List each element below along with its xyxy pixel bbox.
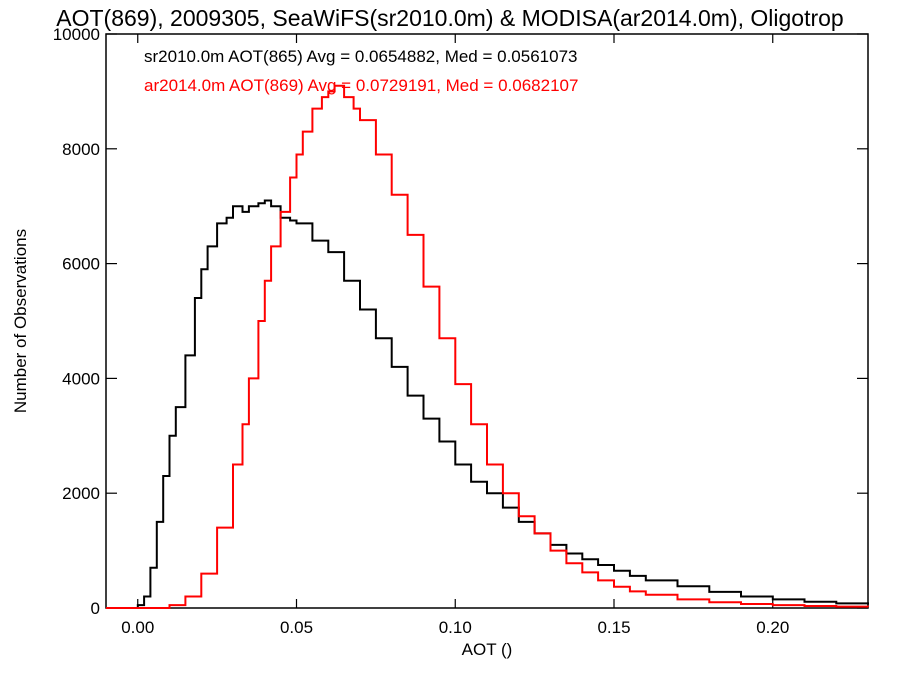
x-tick-label: 0.00 [121,618,154,637]
x-tick-label: 0.10 [439,618,472,637]
series-lines [106,84,869,609]
x-tick-label: 0.20 [756,618,789,637]
chart-title: AOT(869), 2009305, SeaWiFS(sr2010.0m) & … [56,5,843,31]
series-line-2 [106,84,869,609]
y-axis-label: Number of Observations [11,229,30,413]
x-tick-label: 0.15 [597,618,630,637]
y-tick-label: 4000 [62,369,100,388]
x-axis-label: AOT () [462,640,513,659]
y-tick-label: 10000 [53,25,100,44]
y-tick-label: 8000 [62,140,100,159]
plot-frame [105,33,869,609]
x-tick-label: 0.05 [280,618,313,637]
series-line-1 [106,199,869,609]
y-tick-label: 2000 [62,484,100,503]
y-tick-label: 6000 [62,255,100,274]
annotation-series-2: ar2014.0m AOT(869) Avg = 0.0729191, Med … [144,76,578,95]
y-tick-label: 0 [91,599,100,618]
annotation-series-1: sr2010.0m AOT(865) Avg = 0.0654882, Med … [144,47,578,66]
